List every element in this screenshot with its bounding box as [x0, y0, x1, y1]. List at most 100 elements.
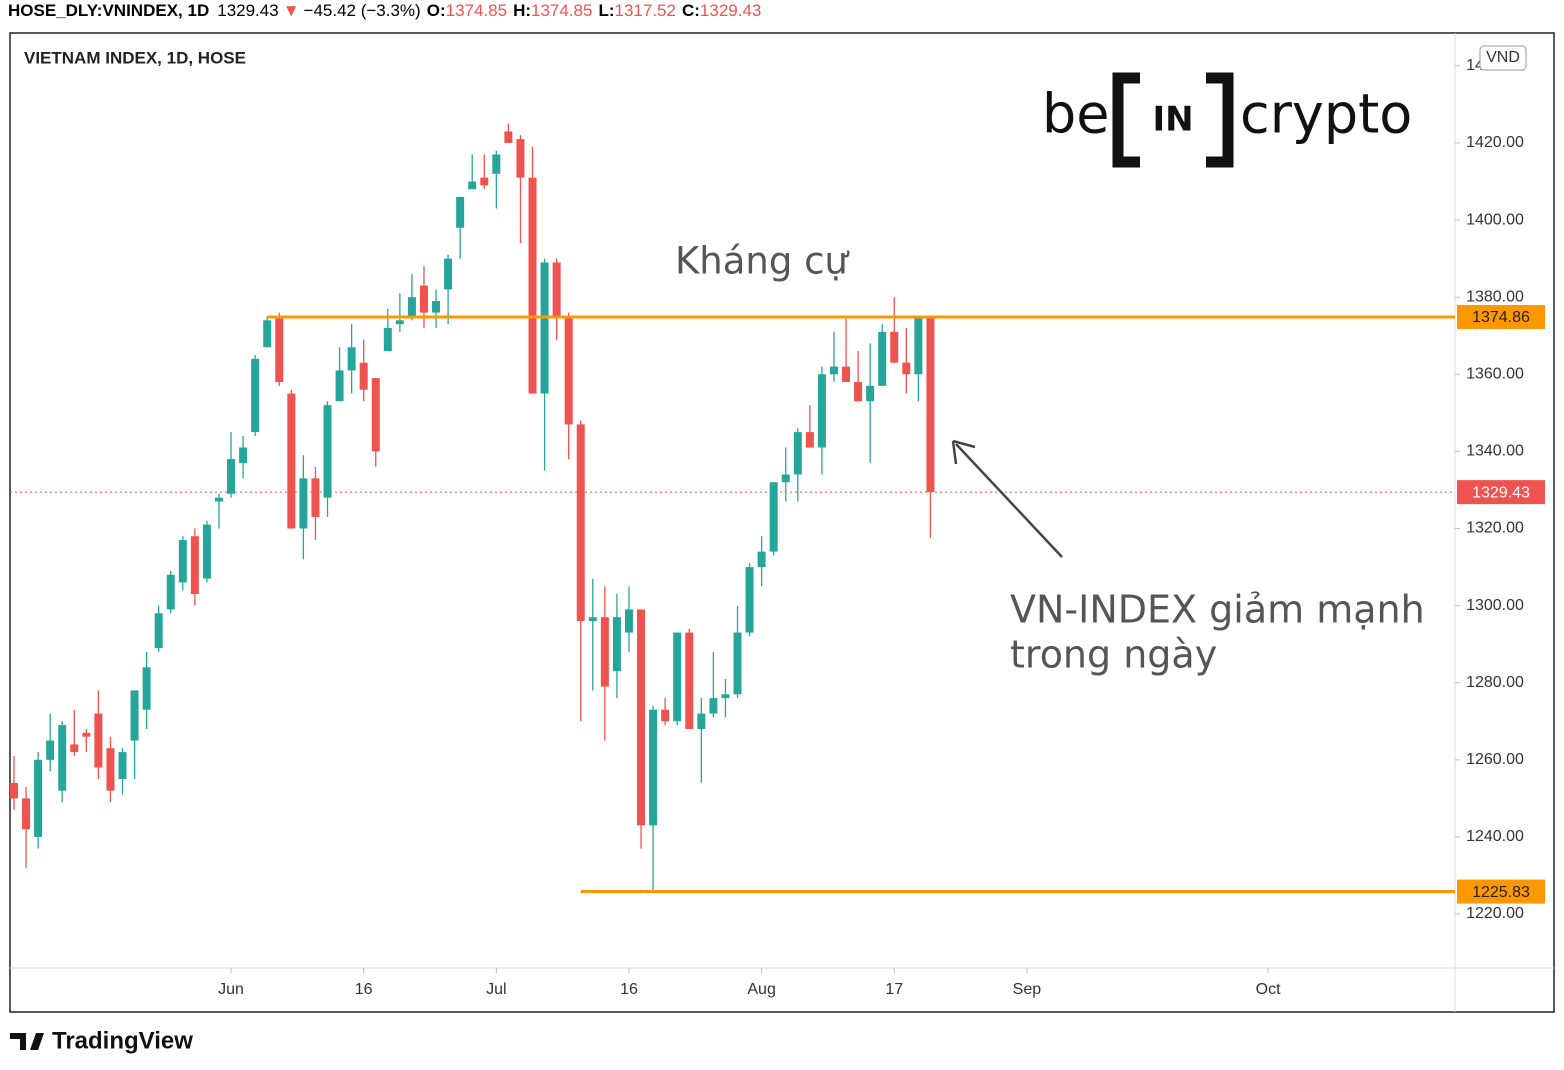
currency-badge [1479, 45, 1527, 71]
price-tag [1457, 480, 1545, 505]
x-tick-label: 16 [620, 981, 638, 998]
candle-body [347, 347, 356, 371]
candle-body [769, 482, 778, 552]
candle-body [854, 381, 863, 402]
candle-body [637, 609, 646, 826]
candle-body [516, 139, 525, 178]
candle-body [227, 459, 236, 494]
y-tick-label: 1320.00 [1466, 520, 1524, 537]
candle-body [721, 694, 730, 699]
y-tick-label: 1420.00 [1466, 134, 1524, 151]
note-line: VN-INDEX giảm mạnh [1010, 588, 1425, 632]
candle-body [34, 759, 43, 837]
x-tick-label: 17 [885, 981, 903, 998]
y-tick-label: 1280.00 [1466, 674, 1524, 691]
candle-body [166, 574, 175, 610]
candle-body [540, 262, 549, 394]
candle-body [468, 181, 477, 190]
chart-frame [9, 32, 1555, 1013]
candle-body [142, 667, 151, 710]
change: −45.42 (−3.3%) [304, 1, 421, 20]
resistance-annotation: Kháng cự [675, 240, 850, 283]
x-tick-label: Oct [1256, 981, 1281, 998]
note-line: trong ngày [1010, 633, 1217, 677]
brand: TradingView [52, 1027, 193, 1054]
candle-body [697, 713, 706, 729]
candle-body [432, 301, 441, 313]
candle-body [275, 316, 284, 382]
candle-body [263, 320, 272, 348]
candle-body [781, 474, 790, 483]
candle-body [419, 285, 428, 313]
candle-body [154, 613, 163, 649]
candle-body [576, 424, 585, 622]
chart-title: VIETNAM INDEX, 1D, HOSE [24, 48, 246, 67]
candle-body [239, 447, 248, 463]
o-label: O: [427, 1, 446, 20]
candle-body [94, 713, 103, 768]
down-arrow: ▼ [283, 1, 300, 20]
candle-body [805, 432, 814, 448]
candle-body [528, 177, 537, 394]
x-tick-label: Aug [747, 981, 775, 998]
low: 1317.52 [615, 1, 676, 20]
candle-body [902, 362, 911, 375]
y-tick-label: 1380.00 [1466, 288, 1524, 305]
arrow-head [951, 439, 976, 465]
high: 1374.85 [531, 1, 592, 20]
price-tag-label: 1329.43 [1472, 484, 1530, 501]
candle-body [118, 752, 127, 780]
candle-body [649, 709, 658, 826]
candle-body [311, 478, 320, 517]
y-tick-label: 1360.00 [1466, 365, 1524, 382]
candle-body [82, 732, 91, 737]
currency: VND [1486, 49, 1520, 66]
candle-body [178, 540, 187, 583]
y-tick-label: 1240.00 [1466, 828, 1524, 845]
candle-body [673, 632, 682, 722]
last: 1329.43 [217, 1, 278, 20]
candle-body [733, 632, 742, 695]
y-tick-label: 1300.00 [1466, 597, 1524, 614]
candle-body [190, 536, 199, 595]
candle-body [383, 328, 392, 352]
price-tag-label: 1374.86 [1472, 309, 1530, 326]
arrow [955, 443, 1063, 558]
candle-body [359, 362, 368, 390]
candle-body [335, 370, 344, 402]
candle-body [480, 177, 489, 186]
candle-body [624, 609, 633, 633]
y-tick-label: 1340.00 [1466, 443, 1524, 460]
l-label: L: [598, 1, 614, 20]
candle-body [407, 297, 416, 317]
candle-body [552, 262, 561, 317]
plot-area: 1220.00 1240.00 1260.00 1280.00 1300.00 1320.… [9, 57, 1524, 998]
candle-body [600, 617, 609, 687]
y-tick-label: 1220.00 [1466, 905, 1524, 922]
candle-body [22, 798, 31, 830]
price-tag [1457, 879, 1545, 904]
candle-body [817, 374, 826, 448]
candle-body [371, 378, 380, 452]
price-tag [1457, 304, 1545, 329]
candle-body [504, 131, 513, 143]
candle-body [130, 690, 139, 741]
open: 1374.85 [446, 1, 507, 20]
candle-body [9, 782, 18, 799]
candle-body [287, 393, 296, 529]
header: HOSE_DLY:VNINDEX, 1D 1329.43 ▼ −45.42 (−3.3… [8, 1, 761, 20]
candle-body [251, 358, 260, 433]
c-label: C: [682, 1, 700, 20]
candle-body [106, 748, 115, 791]
candle-body [492, 154, 501, 174]
y-tick-label: 1400.00 [1466, 211, 1524, 228]
candle-body [866, 385, 875, 402]
candle-body [564, 316, 573, 425]
candle-body [444, 258, 453, 290]
candle-body [914, 316, 923, 375]
symbol: HOSE_DLY:VNINDEX, 1D [8, 1, 209, 20]
x-tick-label: Jun [218, 981, 244, 998]
logo-text: crypto [1240, 83, 1412, 146]
candle-body [842, 366, 851, 382]
